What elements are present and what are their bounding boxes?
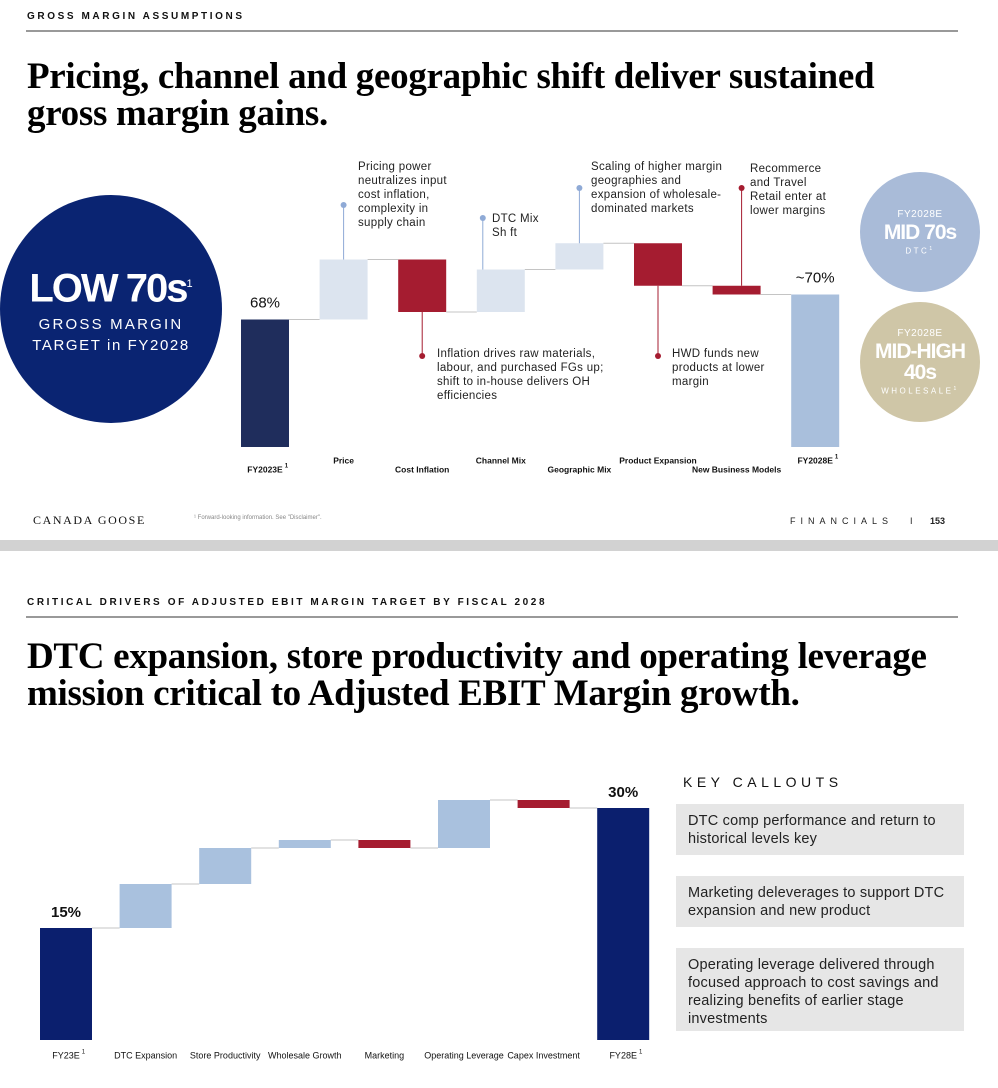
value-label: 68% xyxy=(250,294,280,311)
annotation-dot xyxy=(655,353,661,359)
annotation-dot xyxy=(340,202,347,208)
footer-note: ¹ Forward-looking information. See "Disc… xyxy=(194,515,322,521)
side-stat-label: FY2028E xyxy=(897,328,943,340)
big-stat-value: LOW 70s1 xyxy=(29,262,192,310)
slide-separator xyxy=(0,540,998,551)
big-stat-line: TARGET in FY2028 xyxy=(32,337,190,355)
big-stat: LOW 70s1 GROSS MARGIN TARGET in FY2028 xyxy=(0,195,222,423)
side-stat-sub-text: DTC xyxy=(905,246,930,256)
bar xyxy=(791,294,840,447)
big-stat-line: GROSS MARGIN xyxy=(38,316,184,334)
side-stat-note: 1 xyxy=(929,245,935,252)
bar xyxy=(555,243,604,270)
footer-page: 153 xyxy=(930,516,946,526)
bar xyxy=(517,800,570,808)
annotation: Pricing power neutralizes input cost inf… xyxy=(358,161,447,229)
side-stat-label: FY2028E xyxy=(897,208,943,220)
footer-brand: CANADA GOOSE xyxy=(33,513,146,527)
callouts-title: KEY CALLOUTS xyxy=(683,774,843,790)
category-label: FY2023E xyxy=(247,464,283,474)
category-note: 1 xyxy=(639,1050,643,1056)
annotation: Scaling of higher margin geographies and… xyxy=(591,161,723,215)
annotation: Recommerce and Travel Retail enter at lo… xyxy=(750,163,827,217)
footer-section: FINANCIALS xyxy=(790,516,894,526)
category-note: 1 xyxy=(285,464,289,470)
bar xyxy=(438,800,490,848)
category-label: FY2028E xyxy=(797,455,833,465)
annotation-dot xyxy=(419,353,426,359)
category-label: Marketing xyxy=(365,1050,405,1060)
big-stat-text: LOW 70s xyxy=(29,266,188,311)
slide-header: CRITICAL DRIVERS OF ADJUSTED EBIT MARGIN… xyxy=(27,597,548,608)
bar xyxy=(40,928,92,1040)
bar xyxy=(199,848,252,884)
category-label: Product Expansion xyxy=(619,455,696,465)
annotation-dot xyxy=(738,185,745,191)
bar xyxy=(398,259,447,312)
category-label: Price xyxy=(333,455,354,465)
slide-title: Pricing, channel and geographic shift de… xyxy=(27,56,875,134)
side-stat-sub: DTC1 xyxy=(905,246,934,256)
bar xyxy=(597,808,650,1040)
category-note: 1 xyxy=(82,1050,86,1056)
bar xyxy=(119,884,172,928)
bar xyxy=(319,259,368,320)
side-stat-sub-text: WHOLESALE xyxy=(881,386,954,396)
category-label: Channel Mix xyxy=(476,455,526,465)
category-label: Geographic Mix xyxy=(548,464,612,474)
side-stat: FY2028E MID-HIGH 40s WHOLESALE1 xyxy=(860,302,980,422)
category-label: DTC Expansion xyxy=(114,1050,177,1060)
bar xyxy=(278,840,331,848)
side-stat-value: MID 70s xyxy=(883,220,957,244)
footer-separator: I xyxy=(910,516,913,526)
bar xyxy=(634,243,682,286)
side-stat-value: 40s xyxy=(903,361,937,385)
big-stat-note: 1 xyxy=(186,277,193,290)
value-label: 15% xyxy=(51,904,81,921)
side-stat-note: 1 xyxy=(953,386,959,393)
category-label: New Business Models xyxy=(692,464,782,474)
category-label: Operating Leverage xyxy=(424,1050,504,1060)
category-note: 1 xyxy=(835,455,839,461)
annotation: DTC Mix Sh ft xyxy=(492,213,539,239)
side-stat: FY2028E MID 70s DTC1 xyxy=(860,172,980,292)
callout-box: DTC comp performance and return to histo… xyxy=(676,804,964,855)
category-label: Capex Investment xyxy=(507,1050,580,1060)
annotation: HWD funds new products at lower margin xyxy=(672,348,765,388)
category-label: FY28E xyxy=(609,1050,637,1060)
slide-header: GROSS MARGIN ASSUMPTIONS xyxy=(27,11,245,22)
bar xyxy=(241,319,289,447)
bar xyxy=(476,269,525,312)
bar xyxy=(712,285,761,295)
side-stat-sub: WHOLESALE1 xyxy=(881,386,959,396)
bar xyxy=(358,840,411,848)
value-label: 30% xyxy=(608,784,638,801)
category-label: Cost Inflation xyxy=(395,464,449,474)
annotation: Inflation drives raw materials, labour, … xyxy=(437,348,604,402)
slide-title: DTC expansion, store productivity and op… xyxy=(27,636,927,714)
category-label: Store Productivity xyxy=(190,1050,261,1060)
annotation-dot xyxy=(479,215,486,221)
callout-box: Marketing deleverages to support DTC exp… xyxy=(676,876,964,927)
value-label: ~70% xyxy=(796,269,835,286)
category-label: FY23E xyxy=(52,1050,80,1060)
annotation-dot xyxy=(576,185,583,191)
side-stat-value: MID-HIGH xyxy=(875,340,966,364)
category-label: Wholesale Growth xyxy=(268,1050,342,1060)
callout-box: Operating leverage delivered through foc… xyxy=(676,948,964,1031)
